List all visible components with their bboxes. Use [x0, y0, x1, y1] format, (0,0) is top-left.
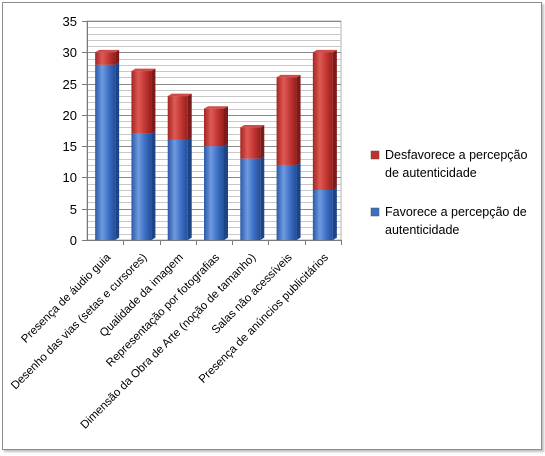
bar-segment-favorece: [240, 158, 261, 240]
y-tick-label: 35: [63, 14, 77, 29]
bar-side-desfavorece: [260, 124, 265, 159]
bar-side-favorece: [224, 143, 228, 240]
legend-swatch-desfavorece: [370, 150, 380, 160]
bar-segment-desfavorece: [95, 52, 116, 65]
chart-frame: 0 5 10 15 20 25 30 35 Presença de áudio guia Dese…: [2, 2, 542, 450]
bar-segment-favorece: [276, 164, 297, 240]
bars: [95, 49, 337, 241]
bar-side-desfavorece: [151, 68, 156, 134]
bar-side-desfavorece: [187, 93, 192, 140]
bar-side-desfavorece: [115, 49, 120, 65]
bar-segment-desfavorece: [240, 127, 261, 159]
bar-top-desfavorece: [167, 93, 192, 97]
legend-label-desfavorece: Desfavorece a percepção: [385, 148, 527, 162]
bar-side-favorece: [260, 156, 265, 240]
bar-segment-desfavorece: [131, 71, 152, 134]
bar-side-favorece: [296, 162, 301, 240]
y-tick-label: 25: [63, 77, 77, 92]
bar-segment-favorece: [131, 133, 152, 240]
bar-segment-favorece: [95, 64, 116, 240]
bar-top-desfavorece: [131, 68, 156, 72]
y-tick-label: 10: [63, 170, 77, 185]
bar-side-desfavorece: [224, 106, 228, 147]
bar-side-favorece: [115, 62, 120, 241]
y-tick-label: 30: [63, 45, 77, 60]
bar-side-favorece: [332, 187, 337, 240]
bar-segment-desfavorece: [312, 52, 333, 190]
bar-top-desfavorece: [312, 49, 337, 53]
bar-segment-desfavorece: [167, 96, 188, 140]
legend-swatch-favorece: [370, 207, 380, 217]
bar-segment-desfavorece: [204, 108, 224, 147]
bar-segment-favorece: [167, 139, 188, 240]
legend-label-favorece: Favorece a percepção de: [385, 205, 527, 219]
bar-side-desfavorece: [296, 74, 301, 165]
bar-segment-favorece: [204, 146, 224, 240]
y-tick-label: 0: [70, 233, 77, 248]
legend: Desfavorece a percepção de autenticidade F…: [370, 148, 527, 237]
bar-side-favorece: [151, 131, 156, 240]
y-tick-label: 15: [63, 139, 77, 154]
bar-top-desfavorece: [240, 124, 265, 128]
y-tick-label: 20: [63, 108, 77, 123]
x-category-label: Desenho das vias (setas e cursores): [9, 252, 150, 393]
bar-top-desfavorece: [204, 106, 228, 109]
bar-top-desfavorece: [95, 49, 120, 53]
y-tick-label: 5: [70, 202, 77, 217]
legend-label-desfavorece: de autenticidade: [385, 166, 477, 180]
bar-segment-desfavorece: [276, 77, 297, 165]
bar-side-favorece: [187, 137, 192, 240]
bar-side-desfavorece: [332, 49, 337, 190]
bar-top-desfavorece: [276, 74, 301, 78]
axes: [82, 21, 342, 245]
bar-segment-favorece: [312, 189, 333, 240]
legend-label-favorece: autenticidade: [385, 223, 459, 237]
x-category-label: Presença de anúncios publicitários: [197, 251, 331, 385]
